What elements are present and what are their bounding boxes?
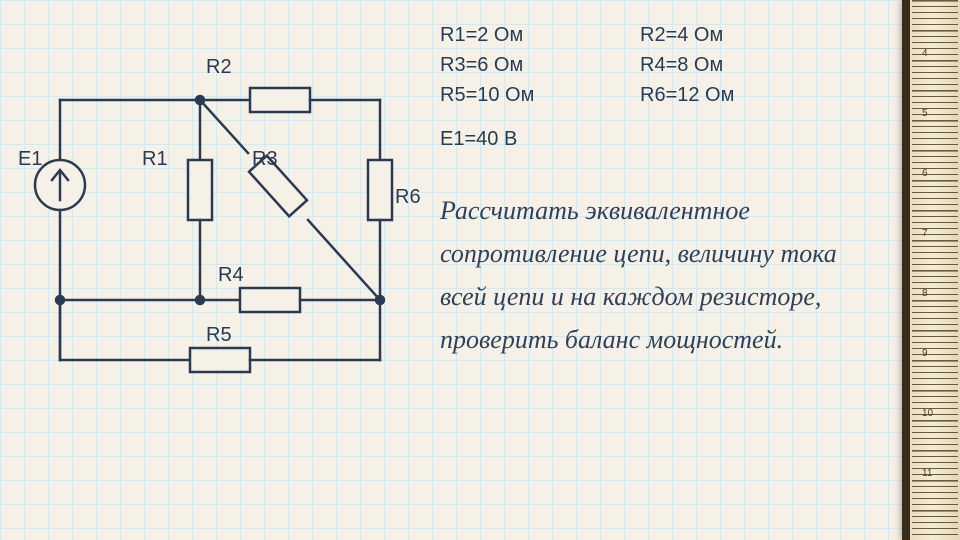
given-emf: E1=40 В — [440, 124, 840, 154]
label-r4: R4 — [218, 264, 244, 287]
ruler-decoration: 4 5 6 7 8 9 10 11 — [902, 0, 960, 540]
given-row: R1=2 ОмR2=4 Ом — [440, 20, 840, 50]
label-r2: R2 — [206, 56, 232, 79]
given-row: R5=10 ОмR6=12 Ом — [440, 80, 840, 110]
label-r6: R6 — [395, 186, 421, 209]
label-r3: R3 — [252, 148, 278, 171]
circuit-diagram: E1 R1 R2 R3 R6 R4 R5 — [20, 40, 420, 405]
task-text: Рассчитать эквивалентное сопротивление ц… — [440, 190, 870, 362]
label-r5: R5 — [206, 324, 232, 347]
given-values: R1=2 ОмR2=4 Ом R3=6 ОмR4=8 Ом R5=10 ОмR6… — [440, 20, 840, 154]
label-e1: E1 — [18, 148, 42, 171]
label-r1: R1 — [142, 148, 168, 171]
given-row: R3=6 ОмR4=8 Ом — [440, 50, 840, 80]
